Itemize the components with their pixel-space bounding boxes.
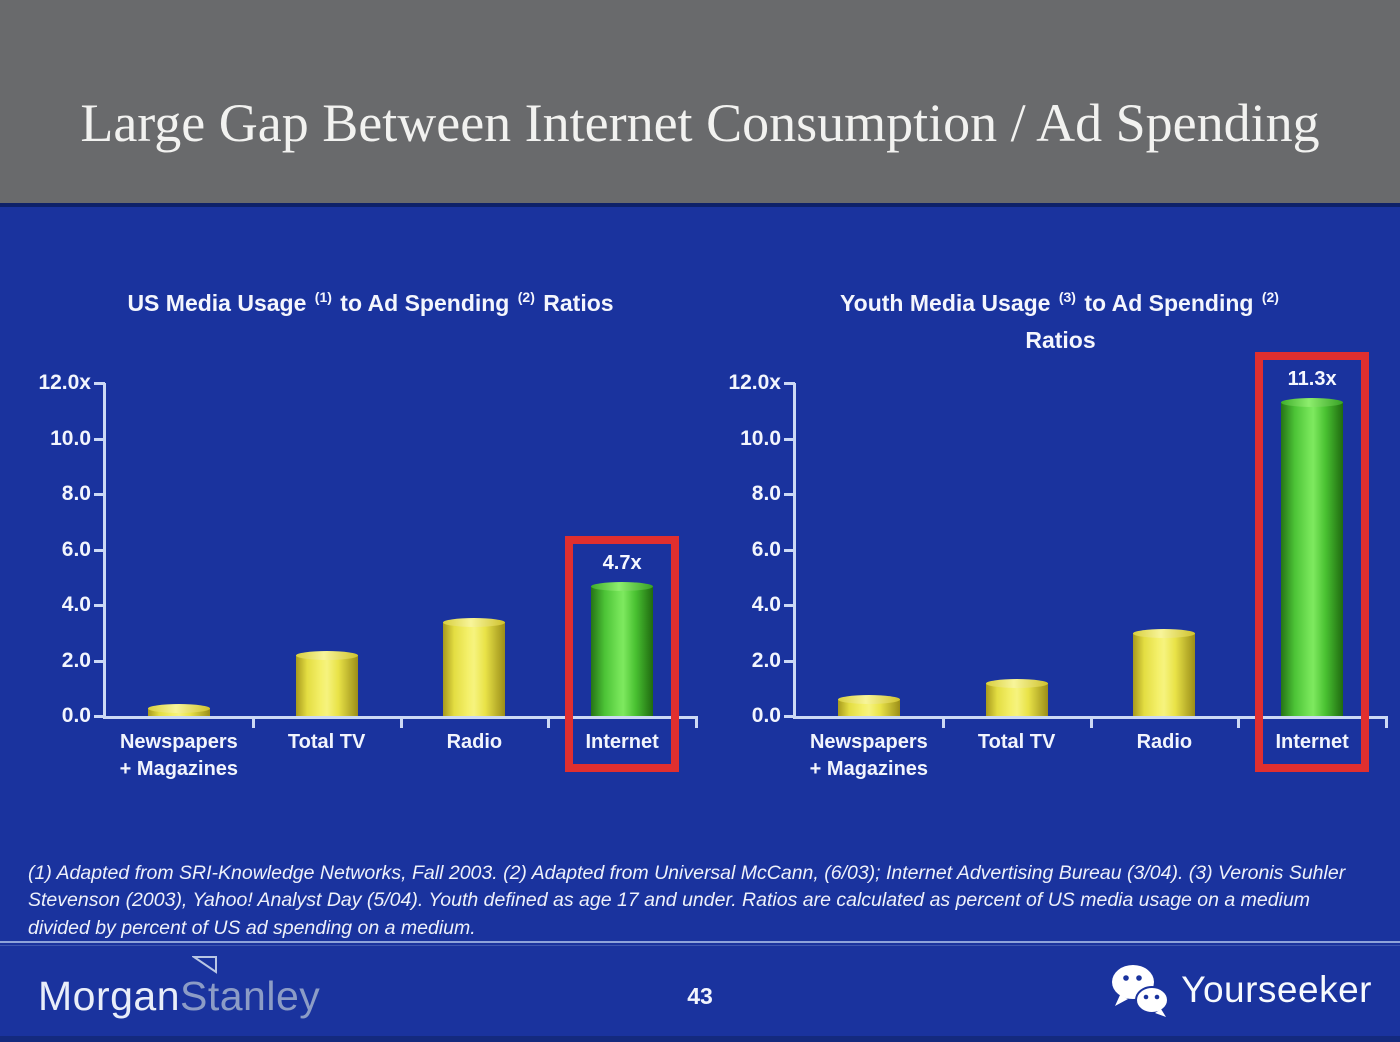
watermark: Yourseeker — [1109, 963, 1372, 1017]
y-tick-label: 12.0x — [728, 371, 781, 394]
slide-title: Large Gap Between Internet Consumption /… — [80, 93, 1320, 153]
brand-stanley: Stanley — [180, 973, 321, 1019]
title-text: Youth Media Usage — [840, 290, 1057, 316]
bar-radio — [1133, 628, 1196, 716]
category-label-line: + Magazines — [119, 758, 239, 780]
category-label-line: Internet — [585, 731, 659, 753]
category-label-internet: Internet — [534, 729, 710, 756]
y-tick — [784, 659, 795, 663]
y-tick-label: 8.0 — [61, 482, 91, 505]
y-tick-label: 8.0 — [751, 482, 781, 505]
chart-title-line: US Media Usage (1) to Ad Spending (2) Ra… — [35, 286, 706, 323]
x-tick — [695, 718, 698, 728]
y-tick — [784, 382, 795, 385]
bar-newspapers-magazines — [147, 703, 210, 716]
title-superscript: (2) — [517, 289, 535, 305]
category-label-line: Internet — [1275, 731, 1349, 753]
category-label-radio: Radio — [386, 729, 562, 756]
value-label-internet: 4.7x — [602, 551, 642, 574]
y-tick — [94, 715, 105, 718]
value-label-internet: 11.3x — [1287, 368, 1337, 391]
category-label-line: Total TV — [287, 731, 366, 753]
x-tick — [1385, 718, 1388, 728]
title-text: US Media Usage — [127, 290, 313, 316]
x-tick — [1089, 718, 1093, 728]
y-tick-label: 10.0 — [50, 426, 91, 450]
x-tick — [1237, 718, 1241, 728]
y-tick — [784, 604, 795, 607]
page-number: 43 — [687, 983, 713, 1009]
bar-internet — [591, 581, 654, 716]
y-tick-label: 4.0 — [751, 593, 781, 616]
category-label-internet: Internet — [1224, 729, 1400, 756]
y-tick — [94, 604, 105, 607]
wechat-icon — [1112, 965, 1170, 1017]
x-tick — [547, 718, 551, 728]
category-label-line: Newspapers — [119, 731, 238, 753]
category-label-line: Radio — [446, 731, 503, 753]
y-tick-label: 6.0 — [61, 537, 91, 561]
category-label-line: + Magazines — [809, 758, 929, 780]
y-tick — [784, 493, 795, 496]
category-label-line: Radio — [1136, 731, 1193, 753]
x-tick — [399, 718, 403, 728]
y-tick-label: 10.0 — [740, 426, 781, 450]
bar-newspapers-magazines — [837, 695, 900, 716]
y-tick — [784, 548, 795, 552]
brand-morgan: Morgan — [38, 973, 181, 1019]
slide-header: Large Gap Between Internet Consumption /… — [0, 0, 1400, 207]
category-label-line: Newspapers — [809, 731, 928, 753]
y-tick — [94, 382, 105, 385]
x-tick — [941, 718, 945, 728]
bar-total-tv — [295, 650, 358, 716]
y-tick — [94, 659, 105, 663]
y-tick-label: 12.0x — [38, 371, 91, 394]
y-tick-label: 4.0 — [61, 593, 91, 616]
morgan-stanley-logo: MorganStanley — [38, 956, 321, 1020]
title-text: to Ad Spending — [1077, 290, 1260, 316]
bar-total-tv — [985, 678, 1048, 716]
triangle-flag-icon — [192, 956, 217, 974]
y-tick-label: 0.0 — [61, 704, 91, 727]
bottom-edge — [0, 1036, 1400, 1042]
bar-internet — [1281, 398, 1344, 716]
category-label-radio: Radio — [1076, 729, 1252, 756]
category-label-newspapers-magazines: Newspapers + Magazines — [781, 729, 957, 783]
y-tick-label: 0.0 — [751, 704, 781, 727]
category-label-line: Total TV — [977, 731, 1056, 753]
y-tick-label: 6.0 — [751, 537, 781, 561]
y-tick — [784, 437, 795, 441]
title-text: to Ad Spending — [333, 290, 516, 316]
chart-title-0: US Media Usage (1) to Ad Spending (2) Ra… — [35, 286, 706, 323]
category-label-newspapers-magazines: Newspapers + Magazines — [91, 729, 267, 783]
chart-title-1: Youth Media Usage (3) to Ad Spending (2)… — [725, 286, 1396, 357]
chart-title-line: Youth Media Usage (3) to Ad Spending (2) — [725, 286, 1396, 323]
title-superscript: (1) — [314, 289, 332, 305]
bar-radio — [443, 617, 506, 716]
highlight-box-internet — [1255, 352, 1370, 772]
title-superscript: (2) — [1261, 289, 1279, 305]
title-text: Ratios — [1025, 327, 1096, 353]
highlight-box-internet — [565, 535, 680, 772]
y-tick-label: 2.0 — [751, 648, 781, 672]
y-tick — [94, 493, 105, 496]
x-tick — [251, 718, 255, 728]
footnote: (1) Adapted from SRI-Knowledge Networks,… — [28, 862, 1346, 939]
category-label-total-tv: Total TV — [239, 729, 415, 756]
title-text: Ratios — [536, 290, 614, 316]
y-tick — [94, 437, 105, 441]
category-label-total-tv: Total TV — [929, 729, 1105, 756]
title-superscript: (3) — [1058, 289, 1076, 305]
x-axis — [793, 716, 1388, 719]
chart-title-line: Ratios — [725, 323, 1396, 357]
watermark-label: Yourseeker — [1181, 969, 1372, 1010]
slide-footer: MorganStanley 43 Yourseeker — [0, 941, 1400, 1042]
y-tick — [94, 548, 105, 552]
y-tick — [784, 715, 795, 718]
x-axis — [103, 716, 698, 719]
y-tick-label: 2.0 — [61, 648, 91, 672]
